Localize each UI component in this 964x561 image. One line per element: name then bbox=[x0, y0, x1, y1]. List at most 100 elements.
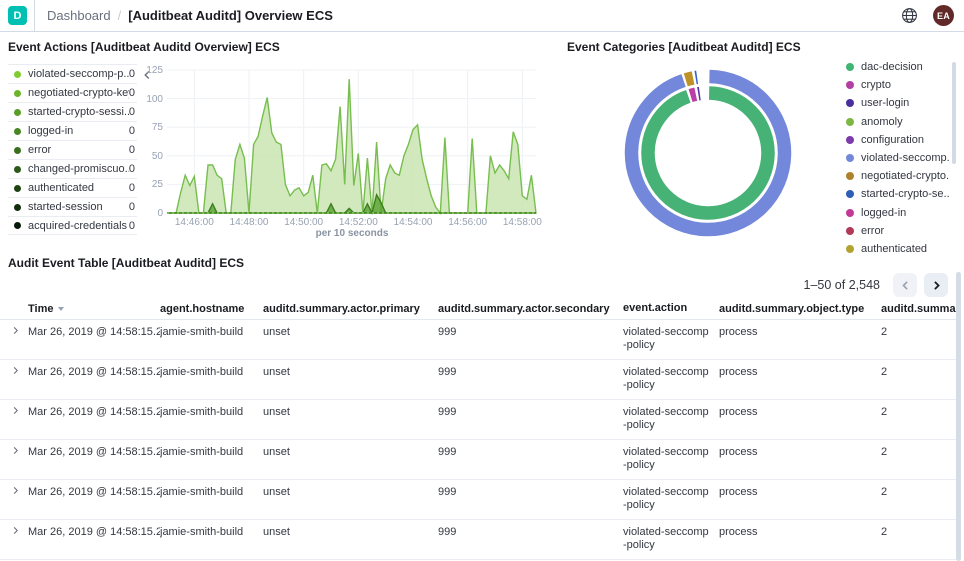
row-expand-icon[interactable] bbox=[10, 320, 28, 336]
donut-slice-crypto[interactable] bbox=[633, 78, 783, 228]
legend-item-label: started-crypto-sessi... bbox=[28, 106, 129, 118]
event-categories-legend-item[interactable]: logged-in bbox=[846, 204, 950, 222]
event-categories-donut bbox=[622, 64, 794, 246]
event-actions-panel-title: Event Actions [Auditbeat Auditd Overview… bbox=[8, 40, 280, 54]
x-axis-tick-label: 14:58:00 bbox=[502, 217, 542, 228]
event-actions-legend-item[interactable]: violated-seccomp-p... 0 bbox=[8, 64, 137, 83]
globe-icon[interactable] bbox=[901, 7, 919, 25]
table-header-time[interactable]: Time bbox=[28, 303, 160, 315]
legend-item-label: violated-seccomp... bbox=[861, 152, 950, 165]
legend-item-value: 0 bbox=[128, 68, 135, 80]
legend-dot-icon bbox=[846, 63, 854, 72]
table-header-host[interactable]: agent.hostname bbox=[160, 302, 245, 315]
legend-item-value: 0 bbox=[128, 144, 135, 156]
x-axis-title: per 10 seconds bbox=[315, 228, 389, 239]
cell-type: process bbox=[719, 486, 758, 498]
legend-dot-icon bbox=[14, 127, 21, 135]
cell-time: Mar 26, 2019 @ 14:58:15.245 bbox=[28, 326, 160, 338]
legend-item-value: 0 bbox=[128, 219, 135, 232]
cell-primary: unset bbox=[263, 526, 290, 538]
row-expand-icon[interactable] bbox=[10, 520, 28, 536]
x-axis-tick-label: 14:54:00 bbox=[393, 217, 433, 228]
pagination-next-button[interactable] bbox=[924, 273, 948, 297]
legend-dot-icon bbox=[846, 135, 854, 144]
x-axis-tick-label: 14:50:00 bbox=[284, 217, 324, 228]
cell-time: Mar 26, 2019 @ 14:58:15.245 bbox=[28, 446, 160, 458]
event-categories-legend-item[interactable]: configuration bbox=[846, 131, 950, 149]
event-actions-legend-item[interactable]: authenticated 0 bbox=[8, 178, 137, 197]
row-expand-icon[interactable] bbox=[10, 360, 28, 376]
x-axis-tick-label: 14:56:00 bbox=[448, 217, 488, 228]
legend-dot-icon bbox=[846, 117, 854, 126]
event-actions-legend-item[interactable]: acquired-credentials 0 bbox=[8, 216, 137, 235]
cell-summary: 2 bbox=[881, 526, 888, 538]
legend-item-label: error bbox=[28, 144, 52, 156]
y-axis-tick-label: 125 bbox=[146, 65, 163, 76]
y-axis-tick-label: 25 bbox=[151, 179, 163, 191]
cell-type: process bbox=[719, 326, 758, 338]
event-actions-legend-item[interactable]: changed-promiscuo... 0 bbox=[8, 159, 137, 178]
legend-item-label: negotiated-crypto-key bbox=[28, 87, 129, 99]
cell-type: process bbox=[719, 446, 758, 458]
event-actions-legend-item[interactable]: started-session 0 bbox=[8, 197, 137, 216]
event-actions-legend: violated-seccomp-p... 0 negotiated-crypto-… bbox=[8, 64, 137, 235]
table-header-summary[interactable]: auditd.summary bbox=[881, 302, 956, 315]
event-actions-legend-item[interactable]: negotiated-crypto-key 0 bbox=[8, 83, 137, 102]
nav-divider bbox=[34, 0, 35, 32]
event-categories-legend-item[interactable]: negotiated-crypto... bbox=[846, 167, 950, 185]
table-row: Mar 26, 2019 @ 14:58:15.245 jamie-smith-b… bbox=[0, 320, 956, 360]
cell-primary: unset bbox=[263, 486, 290, 498]
event-categories-legend-item[interactable]: dac-decision bbox=[846, 58, 950, 76]
event-categories-legend-item[interactable]: user-login bbox=[846, 94, 950, 112]
legend-item-label: anomoly bbox=[861, 115, 903, 128]
legend-item-label: changed-promiscuo... bbox=[28, 163, 129, 175]
row-expand-icon[interactable] bbox=[10, 440, 28, 456]
event-categories-legend-item[interactable]: error bbox=[846, 222, 950, 240]
event-actions-legend-item[interactable]: error 0 bbox=[8, 140, 137, 159]
event-categories-legend-item[interactable]: crypto bbox=[846, 76, 950, 94]
vertical-scrollbar[interactable] bbox=[956, 272, 961, 561]
legend-dot-icon bbox=[846, 99, 854, 108]
donut-slice-dac-decision[interactable] bbox=[641, 86, 775, 220]
donut-slice-user-login[interactable] bbox=[639, 84, 777, 222]
pagination-prev-button[interactable] bbox=[893, 273, 917, 297]
event-categories-legend-item[interactable]: violated-seccomp... bbox=[846, 149, 950, 167]
legend-item-label: authenticated bbox=[861, 242, 928, 255]
event-categories-legend-item[interactable]: started-crypto-se... bbox=[846, 185, 950, 203]
legend-item-label: crypto bbox=[861, 79, 891, 92]
app-logo[interactable]: D bbox=[8, 6, 27, 25]
legend-collapse-icon[interactable] bbox=[140, 68, 154, 82]
cell-hostname: jamie-smith-build bbox=[160, 526, 244, 538]
table-header-action[interactable]: event.action bbox=[623, 302, 688, 315]
donut-slice-started-crypto-session[interactable] bbox=[622, 65, 794, 241]
table-header-type[interactable]: auditd.summary.object.type bbox=[719, 302, 865, 315]
cell-summary: 2 bbox=[881, 446, 888, 458]
pagination-range-label: 1–50 of 2,548 bbox=[803, 278, 880, 292]
user-avatar[interactable]: EA bbox=[933, 5, 954, 26]
legend-item-label: started-crypto-se... bbox=[861, 188, 950, 201]
event-categories-legend-item[interactable]: anomoly bbox=[846, 113, 950, 131]
cell-secondary: 999 bbox=[438, 526, 457, 538]
table-header-secondary[interactable]: auditd.summary.actor.secondary bbox=[438, 302, 610, 315]
table-header-primary[interactable]: auditd.summary.actor.primary bbox=[263, 302, 420, 315]
legend-dot-icon bbox=[14, 165, 21, 173]
table-header-row: Time agent.hostname auditd.summary.actor.p… bbox=[0, 298, 956, 320]
x-axis-tick-label: 14:52:00 bbox=[338, 217, 378, 228]
table-row: Mar 26, 2019 @ 14:58:15.245 jamie-smith-b… bbox=[0, 360, 956, 400]
area-chart-canvas[interactable] bbox=[167, 69, 538, 217]
row-expand-icon[interactable] bbox=[10, 480, 28, 496]
legend-dot-icon bbox=[14, 203, 21, 211]
legend-dot-icon bbox=[846, 226, 854, 235]
legend-item-value: 0 bbox=[128, 106, 135, 118]
donut-chart-canvas[interactable] bbox=[622, 64, 794, 246]
row-expand-icon[interactable] bbox=[10, 400, 28, 416]
event-categories-legend-item[interactable]: authenticated bbox=[846, 240, 950, 258]
cell-summary: 2 bbox=[881, 326, 888, 338]
cell-hostname: jamie-smith-build bbox=[160, 366, 244, 378]
legend-dot-icon bbox=[846, 208, 854, 217]
event-actions-legend-item[interactable]: started-crypto-sessi... 0 bbox=[8, 102, 137, 121]
legend-scrollbar[interactable] bbox=[952, 62, 956, 164]
breadcrumb-dashboard-link[interactable]: Dashboard bbox=[47, 8, 111, 23]
event-actions-legend-item[interactable]: logged-in 0 bbox=[8, 121, 137, 140]
cell-type: process bbox=[719, 406, 758, 418]
